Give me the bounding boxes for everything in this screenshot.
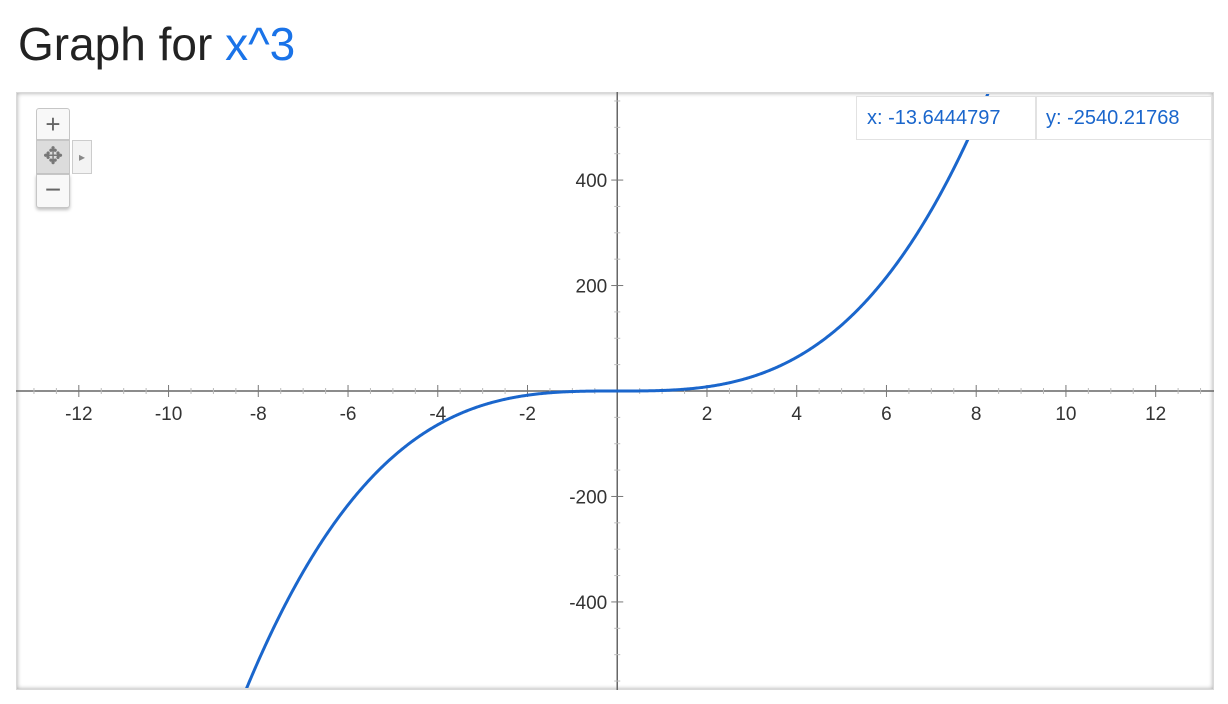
y-tick-label: -200 (569, 487, 607, 508)
title-prefix: Graph for (18, 18, 213, 70)
x-tick-label: -12 (65, 404, 92, 425)
x-tick-label: 6 (881, 404, 892, 425)
y-tick-label: -400 (569, 593, 607, 614)
x-tick-label: -10 (155, 404, 182, 425)
zoom-controls: + ✥ − (36, 108, 72, 210)
x-tick-label: -4 (429, 404, 446, 425)
x-coordinate-readout: x: -13.6444797 (856, 96, 1036, 140)
series-line-x-cubed (245, 94, 990, 688)
page-title: Graph for x^3 (18, 14, 295, 74)
y-tick-label: 200 (576, 277, 608, 298)
x-tick-label: 12 (1145, 404, 1166, 425)
y-coordinate-readout: y: -2540.21768 (1036, 96, 1212, 140)
graph-plot[interactable]: -12 -10 -8 -6 -4 -2 2 4 6 8 10 12 -400 -200 200 400 (16, 92, 1214, 690)
y-tick-label: 400 (576, 171, 608, 192)
pan-icon[interactable]: ✥ (36, 140, 70, 174)
x-tick-label: 8 (971, 404, 982, 425)
expand-arrow-icon[interactable]: ▸ (72, 140, 92, 174)
zoom-in-button[interactable]: + (36, 108, 70, 140)
x-tick-label: 4 (791, 404, 802, 425)
x-tick-label: 10 (1055, 404, 1076, 425)
x-tick-label: -6 (340, 404, 357, 425)
tick-labels: -12 -10 -8 -6 -4 -2 2 4 6 8 10 12 -400 -200 200 400 (65, 171, 1166, 614)
x-tick-label: -2 (519, 404, 536, 425)
zoom-out-button[interactable]: − (36, 174, 70, 208)
tick-marks (33, 100, 1202, 682)
function-link[interactable]: x^3 (225, 18, 296, 70)
x-tick-label: 2 (702, 404, 713, 425)
x-tick-label: -8 (250, 404, 267, 425)
